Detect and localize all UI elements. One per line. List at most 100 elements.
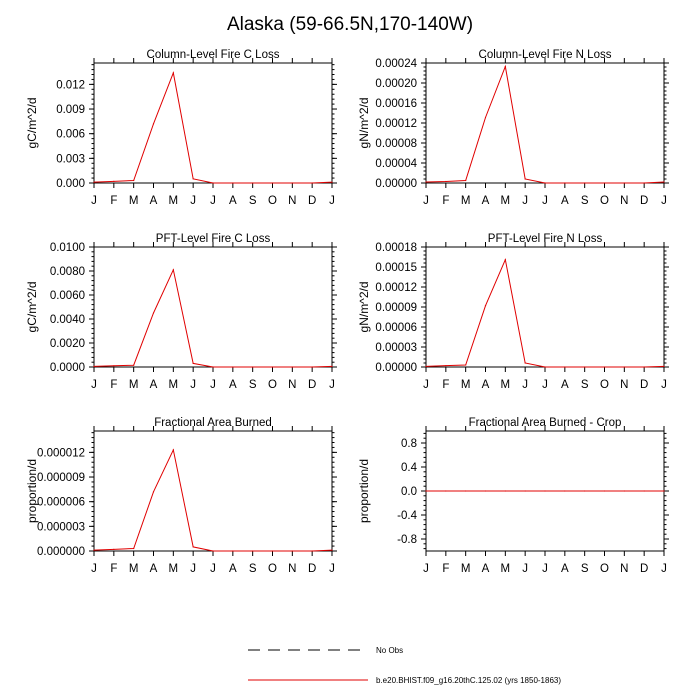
x-tick-label: N — [288, 195, 296, 207]
data-point — [331, 181, 333, 183]
y-tick-label: 0.00018 — [375, 242, 417, 254]
y-tick-label: 0.00003 — [375, 342, 417, 354]
x-tick-label: M — [461, 195, 471, 207]
plot-frame — [93, 430, 333, 552]
x-tick-label: D — [640, 563, 648, 575]
data-point — [584, 182, 586, 184]
y-axis-label: gN/m^2/d — [357, 98, 371, 149]
y-tick-label: 0.00012 — [375, 118, 417, 130]
x-tick-label: A — [482, 195, 490, 207]
data-point — [271, 182, 274, 184]
x-tick-label: D — [308, 195, 316, 207]
y-tick-label: 0.0080 — [50, 266, 85, 278]
x-tick-label: J — [542, 195, 548, 207]
x-tick-label: J — [210, 379, 216, 391]
x-tick-label: F — [110, 195, 117, 207]
data-point — [113, 180, 115, 182]
data-point — [172, 269, 174, 271]
chart-title: Fractional Area Burned - Crop — [469, 417, 622, 429]
data-point — [564, 182, 566, 184]
y-tick-label: 0.00000 — [375, 178, 417, 190]
x-tick-label: A — [229, 195, 237, 207]
x-tick-label: J — [423, 563, 429, 575]
y-tick-label: 0.0020 — [50, 338, 85, 350]
data-point — [484, 116, 487, 119]
x-tick-label: O — [268, 563, 277, 575]
data-point — [252, 550, 254, 552]
x-tick-label: J — [91, 195, 97, 207]
y-tick-label: 0.000012 — [37, 447, 85, 459]
data-point — [192, 362, 194, 364]
series-line-1 — [425, 64, 665, 184]
data-point — [425, 490, 427, 492]
x-tick-label: J — [190, 563, 196, 575]
data-point — [93, 549, 95, 551]
y-tick-label: -0.8 — [397, 534, 417, 546]
data-point — [192, 546, 194, 548]
data-point — [584, 490, 586, 492]
chart-title: Column-Level Fire C Loss — [147, 49, 280, 61]
x-tick-label: A — [482, 379, 490, 391]
data-point — [544, 366, 546, 368]
data-point — [603, 182, 606, 184]
data-point — [172, 72, 174, 74]
y-tick-label: 0.000009 — [37, 472, 85, 484]
x-tick-label: J — [522, 563, 528, 575]
x-tick-label: M — [129, 379, 139, 391]
x-tick-label: J — [329, 195, 335, 207]
y-tick-label: 0.0000 — [50, 362, 85, 374]
x-tick-label: A — [150, 195, 158, 207]
x-tick-label: N — [288, 379, 296, 391]
chart-panel-6: Fractional Area Burned - Crop proportion/… — [357, 417, 669, 575]
y-tick-label: 0.000000 — [37, 546, 85, 558]
y-tick-label: 0.00016 — [375, 98, 417, 110]
y-tick-label: 0.000006 — [37, 497, 85, 509]
x-tick-label: M — [129, 563, 139, 575]
y-tick-label: 0.8 — [401, 438, 417, 450]
x-tick-label: J — [542, 563, 548, 575]
data-point — [93, 181, 95, 183]
data-point — [331, 365, 333, 367]
data-point — [425, 181, 427, 183]
y-tick-label: 0.00012 — [375, 282, 417, 294]
x-tick-label: M — [169, 563, 179, 575]
y-tick-label: 0.0100 — [50, 242, 85, 254]
data-point — [252, 366, 254, 368]
y-axis-label: proportion/d — [357, 459, 371, 523]
data-point — [271, 550, 274, 552]
y-tick-label: 0.00024 — [375, 58, 417, 70]
data-point — [623, 366, 625, 368]
x-tick-label: A — [150, 563, 158, 575]
data-point — [643, 490, 645, 492]
x-tick-label: F — [442, 379, 449, 391]
data-point — [212, 550, 214, 552]
y-tick-label: 0.0 — [401, 486, 417, 498]
x-tick-label: O — [600, 195, 609, 207]
data-point — [465, 179, 467, 182]
page-title: Alaska (59-66.5N,170-140W) — [226, 14, 474, 35]
x-tick-label: F — [110, 379, 117, 391]
x-tick-label: J — [329, 379, 335, 391]
x-tick-label: D — [308, 563, 316, 575]
x-tick-label: M — [501, 563, 511, 575]
data-point — [504, 259, 506, 261]
chart-panel-4: PFT-Level Fire N Loss gN/m^2/d 0.00000 0.00… — [357, 233, 669, 391]
data-point — [311, 366, 313, 368]
data-point — [623, 490, 625, 492]
data-point — [564, 490, 566, 492]
x-tick-label: J — [91, 379, 97, 391]
data-point — [445, 180, 447, 183]
data-point — [291, 366, 293, 368]
y-tick-label: 0.00008 — [375, 138, 417, 150]
x-tick-label: J — [522, 195, 528, 207]
data-point — [271, 366, 274, 368]
x-tick-label: J — [190, 195, 196, 207]
data-point — [133, 547, 135, 550]
data-point — [331, 549, 333, 551]
chart-panel-3: PFT-Level Fire C Loss gC/m^2/d 0.0000 0.002… — [25, 233, 337, 391]
data-point — [564, 366, 566, 368]
x-tick-label: M — [169, 379, 179, 391]
x-tick-label: D — [640, 379, 648, 391]
x-tick-label: J — [210, 563, 216, 575]
series-line-1 — [93, 268, 333, 368]
